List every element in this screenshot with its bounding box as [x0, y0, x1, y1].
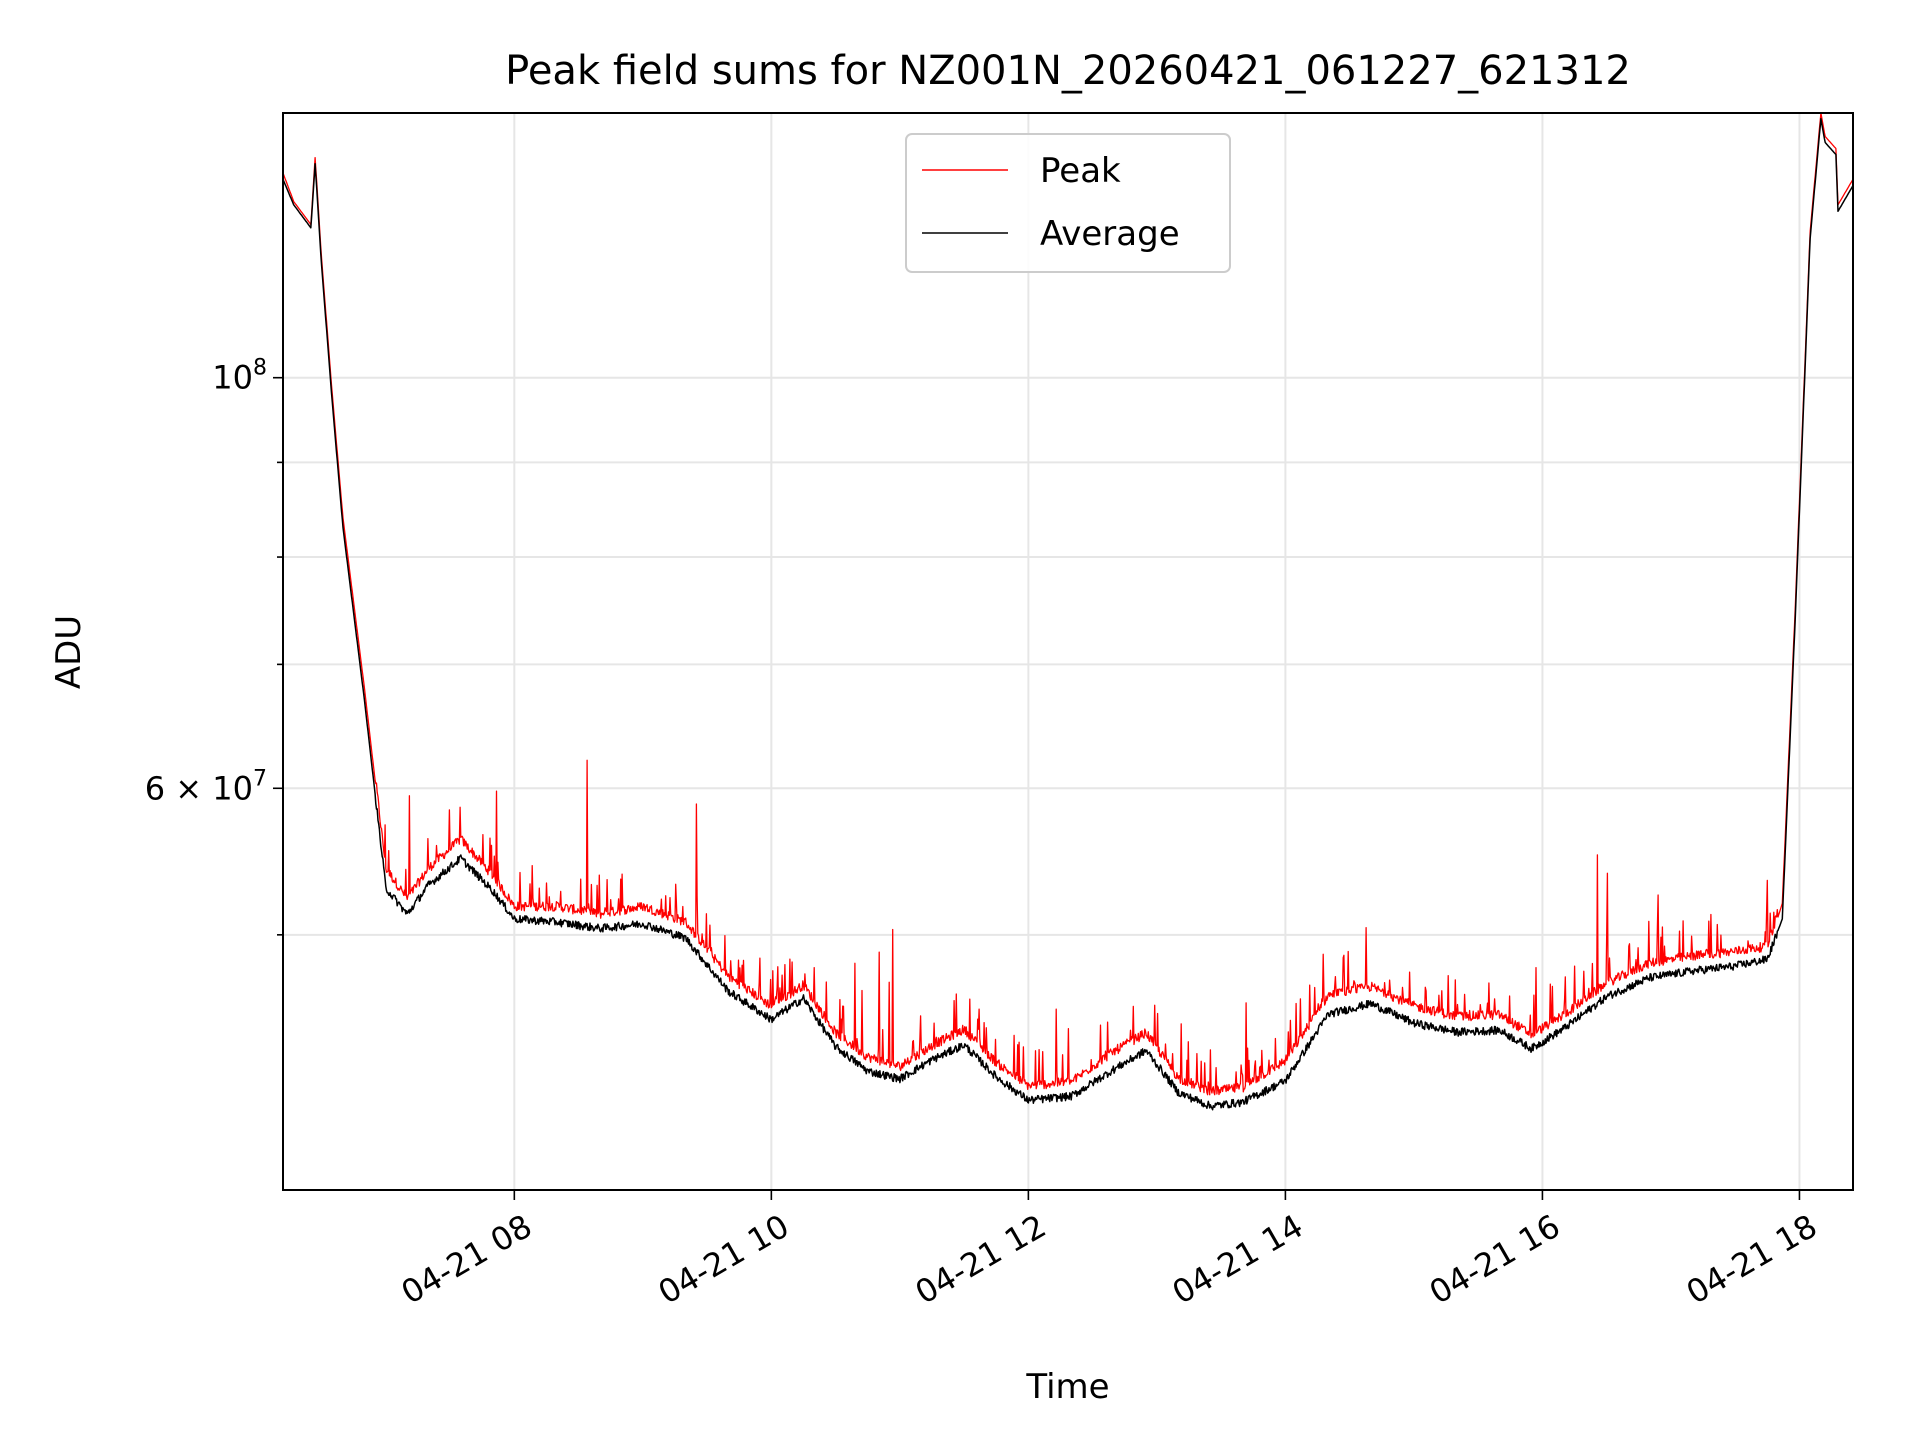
series-line-average [283, 118, 1853, 1111]
grid [283, 113, 1853, 1190]
y-tick-label-mantissa: 10 [212, 359, 253, 397]
legend-label-average: Average [1040, 214, 1180, 254]
x-axis-label: Time [1025, 1367, 1109, 1407]
y-tick-label-exponent: 7 [253, 766, 267, 791]
y-axis: 108 6 × 107 [145, 356, 283, 936]
y-axis-label: ADU [49, 615, 89, 689]
y-tick-label: 6 × 107 [145, 766, 267, 807]
series-line-peak [283, 113, 1853, 1096]
legend: Peak Average [905, 133, 1231, 273]
chart-title: Peak field sums for NZ001N_20260421_0612… [505, 48, 1631, 94]
y-tick-label: 108 [212, 356, 267, 397]
series-layer [283, 113, 1853, 1111]
legend-label-peak: Peak [1040, 151, 1121, 191]
y-tick-label-mantissa: 6 × 10 [145, 769, 253, 807]
y-tick-label-exponent: 8 [253, 356, 267, 381]
legend-box [905, 133, 1231, 273]
plot-frame [282, 112, 1854, 1191]
